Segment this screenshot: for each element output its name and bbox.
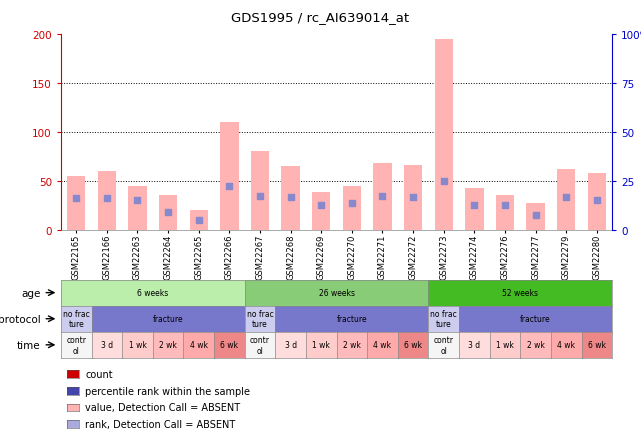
- Text: 1 wk: 1 wk: [312, 341, 330, 349]
- Text: 2 wk: 2 wk: [343, 341, 361, 349]
- Text: 6 wk: 6 wk: [221, 341, 238, 349]
- Text: contr
ol: contr ol: [434, 335, 454, 355]
- Bar: [343, 187, 361, 230]
- Text: percentile rank within the sample: percentile rank within the sample: [85, 386, 250, 396]
- Point: [255, 194, 265, 201]
- Text: 52 weeks: 52 weeks: [503, 289, 538, 297]
- Point: [592, 197, 602, 204]
- Bar: [97, 171, 116, 230]
- Bar: [373, 164, 392, 230]
- Text: no frac
ture: no frac ture: [430, 309, 457, 329]
- Text: 4 wk: 4 wk: [190, 341, 208, 349]
- Point: [224, 183, 235, 190]
- Bar: [67, 176, 85, 230]
- Text: age: age: [21, 288, 40, 298]
- Bar: [190, 210, 208, 230]
- Text: 1 wk: 1 wk: [496, 341, 514, 349]
- Text: count: count: [85, 370, 113, 379]
- Bar: [312, 193, 330, 230]
- Bar: [128, 186, 147, 230]
- Point: [71, 195, 81, 202]
- Text: time: time: [17, 340, 40, 350]
- Text: contr
ol: contr ol: [66, 335, 86, 355]
- Bar: [495, 196, 514, 230]
- Point: [316, 202, 326, 209]
- Point: [531, 212, 541, 219]
- Text: 6 wk: 6 wk: [404, 341, 422, 349]
- Point: [438, 178, 449, 185]
- Text: 2 wk: 2 wk: [159, 341, 177, 349]
- Text: 3 d: 3 d: [469, 341, 480, 349]
- Text: 2 wk: 2 wk: [527, 341, 544, 349]
- Bar: [220, 122, 238, 230]
- Text: GDS1995 / rc_AI639014_at: GDS1995 / rc_AI639014_at: [231, 11, 410, 24]
- Bar: [251, 152, 269, 230]
- Point: [469, 202, 479, 209]
- Text: no frac
ture: no frac ture: [247, 309, 273, 329]
- Text: no frac
ture: no frac ture: [63, 309, 90, 329]
- Text: rank, Detection Call = ABSENT: rank, Detection Call = ABSENT: [85, 419, 235, 429]
- Point: [347, 200, 357, 207]
- Point: [408, 194, 418, 201]
- Text: 4 wk: 4 wk: [557, 341, 575, 349]
- Text: 3 d: 3 d: [101, 341, 113, 349]
- Point: [561, 194, 571, 201]
- Text: 4 wk: 4 wk: [374, 341, 392, 349]
- Bar: [281, 167, 300, 230]
- Point: [194, 217, 204, 224]
- Text: contr
ol: contr ol: [250, 335, 270, 355]
- Point: [378, 194, 388, 201]
- Point: [285, 194, 296, 201]
- Text: value, Detection Call = ABSENT: value, Detection Call = ABSENT: [85, 403, 240, 412]
- Bar: [557, 170, 576, 230]
- Text: 6 wk: 6 wk: [588, 341, 606, 349]
- Bar: [404, 165, 422, 230]
- Bar: [159, 196, 178, 230]
- Point: [132, 197, 142, 204]
- Text: fracture: fracture: [337, 315, 367, 323]
- Text: fracture: fracture: [153, 315, 183, 323]
- Text: 3 d: 3 d: [285, 341, 297, 349]
- Point: [102, 195, 112, 202]
- Text: 26 weeks: 26 weeks: [319, 289, 354, 297]
- Bar: [465, 189, 483, 230]
- Text: fracture: fracture: [520, 315, 551, 323]
- Text: 1 wk: 1 wk: [129, 341, 146, 349]
- Text: 6 weeks: 6 weeks: [137, 289, 169, 297]
- Bar: [435, 39, 453, 230]
- Point: [163, 209, 173, 216]
- Text: protocol: protocol: [0, 314, 40, 324]
- Bar: [526, 204, 545, 230]
- Bar: [588, 173, 606, 230]
- Point: [500, 202, 510, 209]
